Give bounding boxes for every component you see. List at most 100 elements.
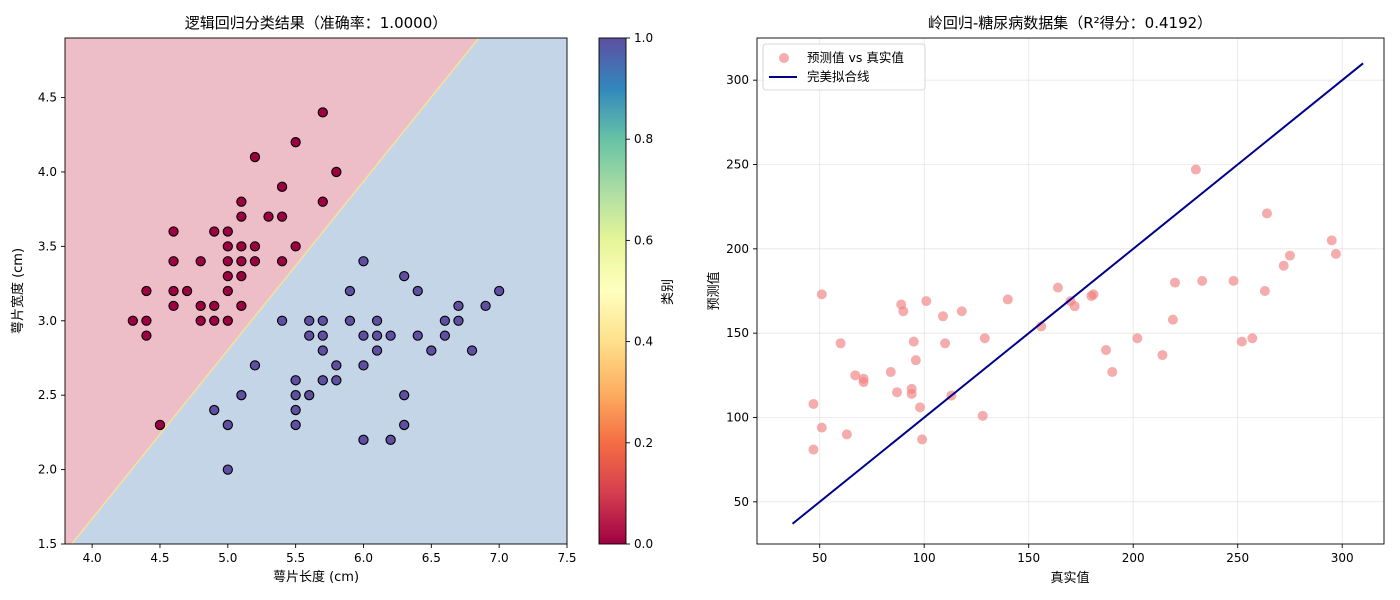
x-tick-label: 250 [1226, 551, 1249, 565]
chart2-xlabel: 真实值 [1050, 570, 1089, 586]
class-0-point [249, 151, 261, 163]
class-1-point [317, 330, 328, 341]
perfect-fit-line [791, 62, 1364, 525]
class-0-point [168, 226, 179, 237]
prediction-point [892, 387, 903, 398]
prediction-point [1167, 314, 1178, 325]
class-0-point [276, 256, 288, 267]
x-tick-label: 7.0 [490, 551, 509, 565]
prediction-point [1330, 248, 1341, 259]
prediction-point [1259, 286, 1270, 296]
class-0-point [263, 211, 274, 222]
prediction-points [808, 164, 1341, 455]
class-1-point [317, 315, 328, 326]
prediction-point [1101, 345, 1112, 356]
class-1-point [494, 285, 505, 297]
prediction-point [979, 333, 990, 344]
class-0-point [195, 256, 206, 267]
class-1-point [371, 315, 383, 326]
prediction-point [850, 370, 861, 381]
chart2-y-ticks: 50 100 150 200 250 300 [726, 73, 757, 509]
class-1-point [439, 315, 451, 326]
decision-boundary [71, 38, 480, 544]
class-0-point [141, 315, 152, 326]
class-1-point [399, 270, 410, 282]
class-1-point [453, 300, 464, 312]
prediction-point [908, 336, 919, 347]
x-tick-label: 100 [913, 551, 936, 565]
class-0-point [168, 285, 179, 297]
class-1-point [358, 330, 369, 341]
prediction-point [816, 289, 827, 300]
colorbar-tick-label: 0.8 [634, 132, 653, 146]
prediction-point [906, 388, 917, 399]
prediction-point [1069, 301, 1080, 312]
y-tick-label: 150 [726, 326, 749, 340]
class-0-point [236, 300, 247, 312]
chart2-ylabel: 预测值 [706, 271, 722, 310]
y-tick-label: 2.0 [38, 463, 57, 477]
chart1-y-ticks: 1.5 2.0 2.5 3.0 3.5 4.0 4.5 [38, 91, 65, 551]
class-0-point [249, 256, 261, 267]
x-tick-label: 4.0 [83, 551, 102, 565]
prediction-point [1157, 350, 1168, 361]
class-1-point [453, 315, 464, 326]
class-1-point [304, 330, 315, 341]
class-1-point [222, 464, 233, 475]
class-0-point [168, 256, 179, 267]
class-0-point [222, 285, 233, 297]
prediction-point [808, 399, 819, 410]
class-1-point [249, 360, 261, 371]
class-1-point [412, 330, 423, 341]
class-1-point [290, 404, 301, 416]
y-tick-label: 2.5 [38, 388, 57, 402]
colorbar-gradient [599, 38, 626, 544]
prediction-point [910, 355, 921, 366]
class-1-point [466, 345, 478, 356]
class-1-point [317, 375, 328, 386]
class-1-point [209, 404, 220, 416]
class-1-point [399, 390, 410, 401]
prediction-point [1107, 366, 1118, 377]
x-tick-label: 5.5 [286, 551, 305, 565]
legend: 预测值 vs 真实值 完美拟合线 [762, 43, 926, 91]
x-tick-label: 6.5 [422, 551, 441, 565]
class-1-point [290, 419, 301, 431]
region-class0 [65, 38, 479, 544]
class-1-point [236, 390, 247, 401]
class-0-point [317, 196, 328, 207]
chart1-frame [64, 37, 568, 545]
colorbar-tick-label: 0.6 [634, 233, 653, 247]
class-1-point [290, 375, 301, 386]
class-0-point [236, 211, 247, 222]
y-tick-label: 300 [726, 73, 749, 87]
chart1-xlabel: 萼片长度 (cm) [273, 569, 359, 585]
class-0-point [331, 166, 342, 178]
y-tick-label: 250 [726, 158, 749, 172]
prediction-point [1002, 294, 1013, 305]
prediction-point [1284, 250, 1295, 261]
class-1-point [385, 434, 396, 445]
chart2-frame [756, 37, 1385, 545]
class-0-point [317, 107, 328, 118]
y-tick-label: 1.5 [38, 537, 57, 551]
prediction-point [885, 366, 896, 377]
class-0-point [209, 315, 220, 326]
prediction-point [1197, 275, 1208, 286]
class-1-point [371, 330, 383, 341]
prediction-point [915, 402, 926, 413]
class-1-point [480, 300, 491, 312]
y-tick-label: 200 [726, 242, 749, 256]
y-tick-label: 3.5 [38, 239, 57, 253]
prediction-point [1278, 260, 1289, 271]
x-tick-label: 5.0 [218, 551, 237, 565]
class-1-point [385, 330, 396, 341]
chart2-grid [757, 38, 1384, 544]
classification-chart: 逻辑回归分类结果（准确率：1.0000） 4.0 4.5 5.0 5.5 6.0 6.5 7… [10, 14, 577, 585]
legend-label-points: 预测值 vs 真实值 [807, 50, 904, 65]
prediction-point [921, 296, 932, 307]
x-tick-label: 150 [1017, 551, 1040, 565]
class-0-point [195, 300, 206, 312]
class-1-point [331, 375, 342, 386]
class-0-point [236, 256, 247, 267]
